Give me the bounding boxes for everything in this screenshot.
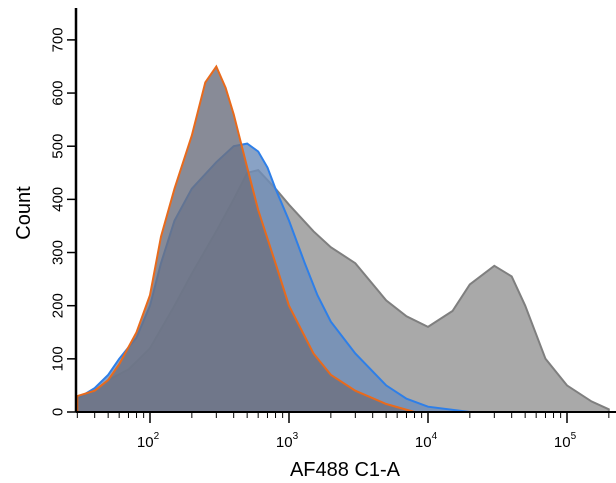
y-tick-label: 600 bbox=[50, 81, 67, 106]
y-tick-label: 400 bbox=[50, 187, 67, 212]
y-tick-label: 0 bbox=[50, 408, 67, 416]
series-layer bbox=[76, 64, 610, 412]
axes-layer: 0 100 200 300 400 500 600 700 102 103 104 105 bbox=[50, 8, 616, 451]
y-axis-title: Count bbox=[13, 186, 35, 240]
y-tick-label: 300 bbox=[50, 240, 67, 265]
labels-layer: AF488 C1-A Count bbox=[13, 186, 401, 481]
histogram-series-3 bbox=[76, 64, 415, 412]
x-tick-label: 104 bbox=[415, 431, 438, 451]
y-tick-label: 700 bbox=[50, 27, 67, 52]
y-tick-label: 200 bbox=[50, 293, 67, 318]
x-tick-label: 105 bbox=[554, 431, 577, 451]
x-tick-label: 102 bbox=[137, 431, 160, 451]
x-axis-title: AF488 C1-A bbox=[290, 459, 401, 481]
y-tick-label: 100 bbox=[50, 346, 67, 371]
y-tick-label: 500 bbox=[50, 134, 67, 159]
x-tick-label: 103 bbox=[276, 431, 299, 451]
